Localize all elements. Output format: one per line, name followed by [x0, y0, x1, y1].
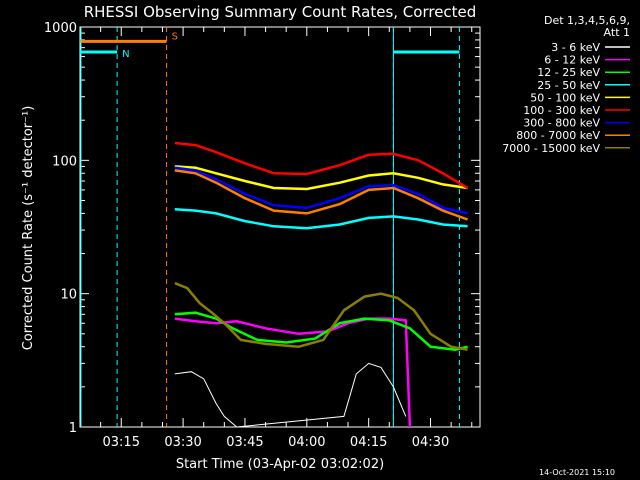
legend-header: Det 1,3,4,5,6,9, [544, 14, 630, 27]
series-line [174, 207, 468, 230]
legend-label: 50 - 100 keV [530, 91, 600, 104]
legend-label: 7000 - 15000 keV [502, 142, 600, 155]
plot-area: 1 10 100 1000 03:15 03:30 03:45 04:00 04:15 04:30… [44, 21, 481, 450]
legend-label: 300 - 800 keV [523, 117, 600, 130]
x-tick-label: 03:45 [226, 435, 263, 450]
plot-frame [79, 26, 481, 428]
series-line [174, 317, 412, 428]
footer-date: 14-Oct-2021 15:10 [539, 468, 615, 477]
legend-header: Att 1 [604, 26, 630, 39]
series-line [174, 166, 468, 215]
series-line [174, 169, 469, 221]
y-axis-label: Corrected Count Rate (s⁻¹ detector⁻¹) [21, 106, 36, 351]
x-tick-label: 04:15 [350, 435, 387, 450]
y-tick-label: 1 [69, 421, 77, 436]
legend-label: 25 - 50 keV [537, 79, 600, 92]
series-line [174, 362, 407, 428]
chart-title: RHESSI Observing Summary Count Rates, Co… [84, 3, 477, 21]
x-tick-label: 03:30 [164, 435, 201, 450]
x-tick-label: 04:30 [412, 435, 449, 450]
series-line [174, 165, 468, 191]
series-line [174, 281, 468, 351]
legend-label: 12 - 25 keV [537, 66, 600, 79]
flag-label-S: S [172, 31, 178, 42]
x-axis-label: Start Time (03-Apr-02 03:02:02) [176, 457, 384, 472]
x-tick-label: 03:15 [103, 435, 140, 450]
series-line [174, 311, 468, 351]
y-tick-label: 1000 [44, 21, 77, 36]
series-line [174, 141, 469, 190]
legend-label: 3 - 6 keV [551, 41, 600, 54]
y-tick-label: 100 [52, 154, 77, 169]
legend-label: 6 - 12 keV [544, 54, 600, 67]
legend-label: 800 - 7000 keV [516, 129, 600, 142]
legend-label: 100 - 300 keV [523, 104, 600, 117]
y-tick-label: 10 [60, 288, 77, 303]
flag-label-N: N [122, 49, 129, 60]
x-tick-label: 04:00 [288, 435, 325, 450]
